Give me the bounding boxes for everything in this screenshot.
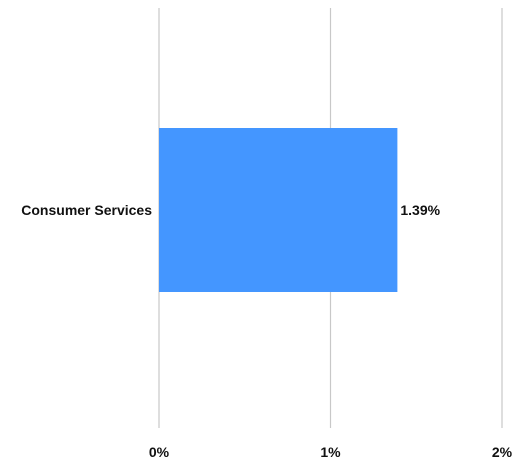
bar-0 [159,128,398,292]
x-tick-label-2: 2% [492,444,513,460]
x-tick-label-0: 0% [149,444,170,460]
data-label-0: 1.39% [400,202,440,218]
x-tick-label-1: 1% [320,444,341,460]
bars [159,128,398,292]
labels: Consumer Services 1.39% [21,202,440,218]
x-axis-ticks: 0% 1% 2% [149,444,513,460]
category-label-0: Consumer Services [21,202,152,218]
